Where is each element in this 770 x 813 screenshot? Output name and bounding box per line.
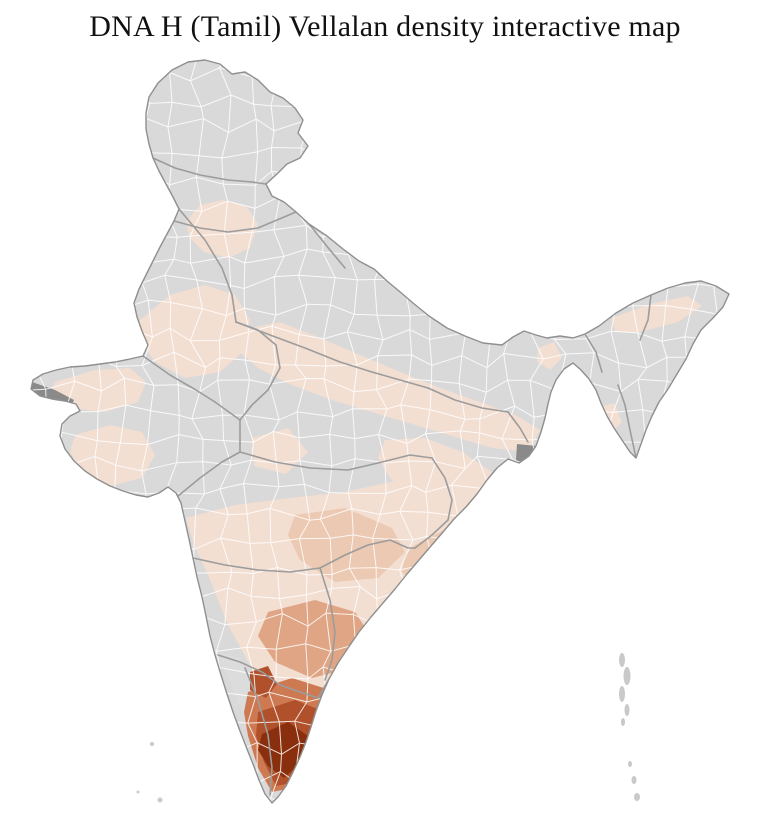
density-regions xyxy=(31,200,702,792)
region-kathiawar[interactable] xyxy=(70,425,155,486)
region-madhya-spot[interactable] xyxy=(252,428,308,474)
map-title: DNA H (Tamil) Vellalan density interacti… xyxy=(89,10,681,43)
andaman-nicobar-lakshadweep-islands[interactable] xyxy=(136,653,641,803)
state-borders xyxy=(142,157,652,796)
region-punjab-low[interactable] xyxy=(186,200,258,258)
region-assam-valley[interactable] xyxy=(612,296,702,332)
region-siliguri[interactable] xyxy=(537,342,562,370)
region-tamilnadu-core[interactable] xyxy=(258,722,308,778)
india-outline xyxy=(30,59,730,804)
region-kolkata-gray[interactable] xyxy=(516,444,544,470)
